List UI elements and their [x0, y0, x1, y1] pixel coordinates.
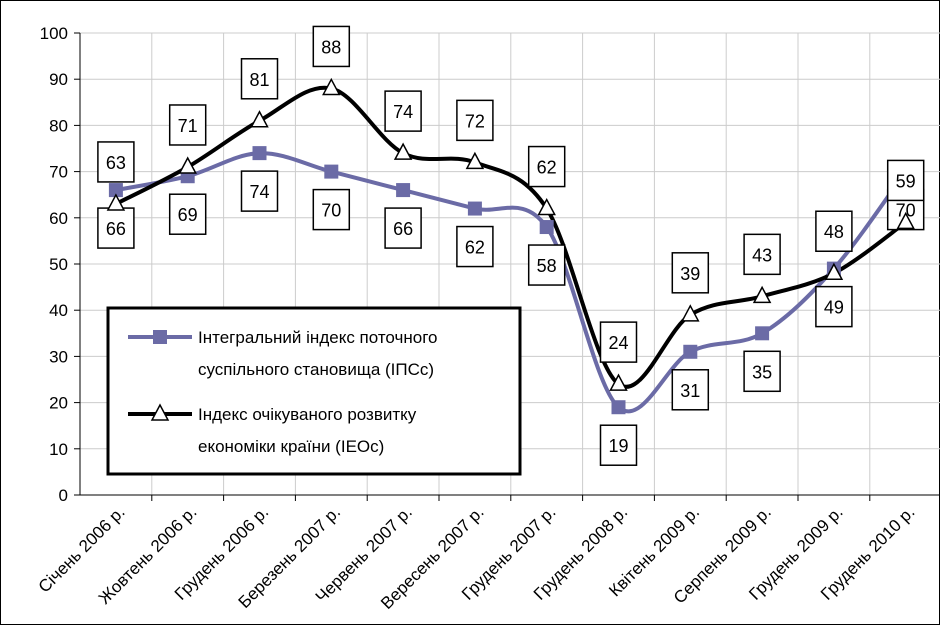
data-label: 70	[321, 201, 341, 221]
marker	[396, 183, 411, 198]
marker	[153, 330, 167, 344]
legend-label: Індекс очікуваного розвитку економіки кра…	[198, 405, 417, 456]
data-label-box	[671, 369, 710, 411]
data-label: 39	[680, 264, 700, 284]
marker	[250, 110, 269, 128]
marker	[611, 400, 626, 415]
data-label-box	[815, 285, 853, 328]
data-label-box	[97, 207, 135, 249]
data-label: 74	[393, 102, 413, 122]
data-label-box	[384, 207, 422, 249]
marker	[896, 211, 915, 230]
data-label: 74	[249, 182, 269, 202]
data-label: 69	[178, 205, 198, 225]
data-label-box	[456, 99, 494, 142]
data-label-box	[168, 193, 207, 235]
data-label: 66	[106, 219, 126, 239]
y-tick-label: 40	[49, 301, 68, 320]
marker	[755, 326, 770, 341]
data-label-box	[384, 90, 422, 132]
y-tick-label: 50	[49, 255, 68, 274]
y-tick-label: 80	[49, 116, 68, 135]
data-label: 63	[106, 153, 126, 173]
marker	[539, 220, 554, 235]
data-label: 19	[608, 436, 628, 456]
data-label-box	[527, 145, 566, 188]
marker	[683, 344, 698, 359]
data-label-box	[312, 188, 351, 231]
data-label: 88	[321, 37, 341, 57]
data-label-box	[886, 159, 925, 202]
data-label-box	[671, 252, 710, 294]
marker	[609, 373, 628, 391]
marker	[467, 201, 482, 216]
data-label-box	[456, 225, 494, 268]
data-label-box	[599, 424, 638, 466]
data-label: 66	[393, 219, 413, 239]
data-label: 35	[752, 362, 772, 382]
data-label-box	[743, 233, 781, 276]
marker	[252, 146, 267, 161]
y-tick-label: 10	[49, 440, 68, 459]
y-tick-label: 30	[49, 347, 68, 366]
data-label: 62	[537, 158, 557, 178]
marker	[108, 183, 123, 198]
data-label: 49	[824, 298, 844, 318]
data-label: 81	[249, 70, 269, 90]
y-tick-label: 90	[49, 70, 68, 89]
marker	[393, 142, 413, 160]
data-label: 24	[608, 333, 628, 353]
data-label: 43	[752, 245, 772, 265]
y-tick-label: 20	[49, 394, 68, 413]
marker	[150, 403, 170, 421]
marker	[106, 193, 126, 211]
marker	[178, 156, 197, 174]
data-label: 48	[824, 222, 844, 242]
data-label-box	[168, 104, 207, 146]
data-label: 59	[896, 171, 916, 191]
data-label-box	[97, 141, 135, 183]
y-tick-label: 60	[49, 209, 68, 228]
marker	[537, 197, 556, 216]
data-label-box	[240, 170, 279, 212]
marker	[752, 285, 772, 304]
y-tick-label: 70	[49, 163, 68, 182]
y-tick-label: 100	[40, 24, 68, 43]
marker	[824, 262, 844, 280]
data-label-box	[527, 244, 566, 286]
marker	[681, 304, 700, 322]
data-label: 72	[465, 111, 485, 131]
data-label-box	[743, 350, 781, 393]
data-label-box	[815, 210, 853, 252]
data-label-box	[599, 321, 638, 363]
marker	[322, 77, 341, 96]
y-tick-label: 0	[59, 486, 68, 505]
data-label: 31	[680, 381, 700, 401]
data-label-box	[312, 25, 351, 68]
data-label-box	[240, 58, 279, 100]
data-label: 58	[537, 256, 557, 276]
data-label: 70	[896, 201, 916, 221]
data-label: 71	[178, 116, 198, 136]
marker	[324, 164, 339, 179]
data-label: 62	[465, 238, 485, 258]
marker	[465, 151, 485, 170]
legend-label: Інтегральний індекс поточного суспільного…	[198, 328, 438, 379]
